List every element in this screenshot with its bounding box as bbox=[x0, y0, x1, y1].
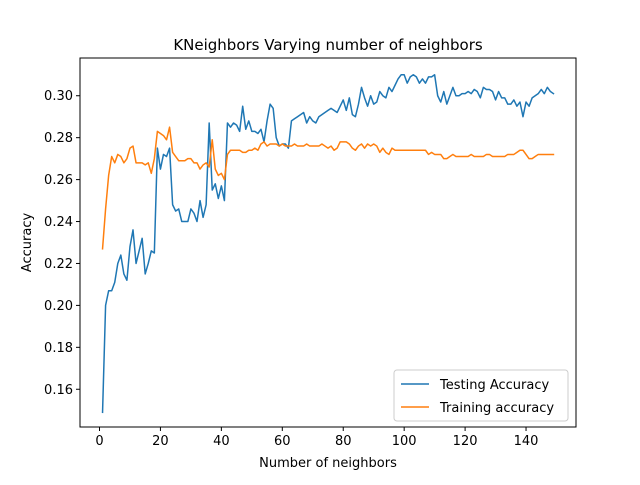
x-tick-label: 60 bbox=[274, 434, 291, 449]
plot-frame bbox=[79, 57, 577, 428]
legend-label-training-accuracy: Training accuracy bbox=[439, 401, 554, 416]
y-tick-label: 0.20 bbox=[44, 299, 73, 314]
y-tick-label: 0.18 bbox=[44, 341, 73, 356]
legend-box bbox=[393, 369, 569, 422]
y-tick-label: 0.30 bbox=[44, 89, 73, 104]
legend-label-testing-accuracy: Testing Accuracy bbox=[439, 378, 549, 393]
x-tick-label: 20 bbox=[152, 434, 169, 449]
y-tick-label: 0.16 bbox=[44, 383, 73, 398]
series-line-training-accuracy bbox=[101, 126, 555, 250]
y-axis-label: Accuracy bbox=[20, 213, 35, 273]
y-tick-label: 0.28 bbox=[44, 131, 73, 146]
y-tick-label: 0.26 bbox=[44, 173, 73, 188]
x-axis-ticks: 0 20 40 60 80 100 120 140 bbox=[95, 427, 538, 449]
series-layer bbox=[101, 74, 555, 414]
x-tick-label: 0 bbox=[95, 434, 103, 449]
y-axis-ticks: 0.16 0.18 0.20 0.22 0.24 0.26 0.28 0.30 bbox=[44, 89, 80, 398]
x-tick-label: 100 bbox=[392, 434, 417, 449]
x-axis-label: Number of neighbors bbox=[259, 456, 397, 471]
y-tick-label: 0.22 bbox=[44, 257, 73, 272]
y-tick-label: 0.24 bbox=[44, 215, 73, 230]
legend: Testing Accuracy Training accuracy bbox=[393, 369, 569, 422]
x-tick-label: 80 bbox=[335, 434, 352, 449]
x-tick-label: 120 bbox=[453, 434, 478, 449]
x-tick-label: 140 bbox=[514, 434, 539, 449]
series-line-testing-accuracy bbox=[101, 74, 555, 414]
chart-title: KNeighbors Varying number of neighbors bbox=[173, 36, 483, 54]
x-tick-label: 40 bbox=[213, 434, 230, 449]
